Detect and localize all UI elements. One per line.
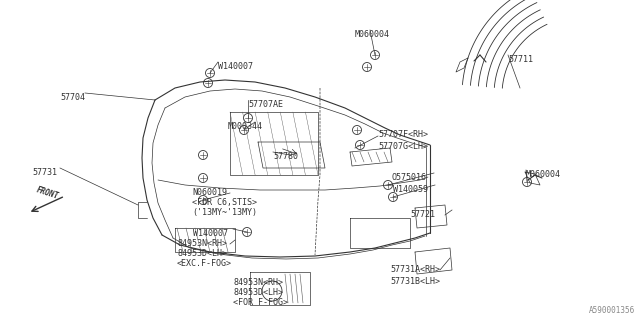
Text: 57780: 57780: [273, 152, 298, 161]
Text: 57731B<LH>: 57731B<LH>: [390, 277, 440, 286]
Text: <FOR F-FOG>: <FOR F-FOG>: [233, 298, 288, 307]
Text: 57731A<RH>: 57731A<RH>: [390, 265, 440, 274]
Text: A590001356: A590001356: [589, 306, 635, 315]
Text: FRONT: FRONT: [36, 185, 60, 201]
Text: M060004: M060004: [526, 170, 561, 179]
Text: 84953D<LH>: 84953D<LH>: [177, 249, 227, 258]
Text: W140007: W140007: [218, 62, 253, 71]
Text: 57707AE: 57707AE: [248, 100, 283, 109]
Text: 57711: 57711: [508, 55, 533, 64]
Text: ('13MY~'13MY): ('13MY~'13MY): [192, 208, 257, 217]
Text: 57704: 57704: [60, 93, 85, 102]
Text: 84953D<LH>: 84953D<LH>: [233, 288, 283, 297]
Text: 84953N<RH>: 84953N<RH>: [177, 239, 227, 248]
Text: 57731: 57731: [32, 168, 57, 177]
Text: W140007: W140007: [193, 229, 228, 238]
Text: 57707G<LH>: 57707G<LH>: [378, 142, 428, 151]
Text: <EXC.F-FOG>: <EXC.F-FOG>: [177, 259, 232, 268]
Text: M000344: M000344: [228, 122, 263, 131]
Text: O575016: O575016: [392, 173, 427, 182]
Text: 84953N<RH>: 84953N<RH>: [233, 278, 283, 287]
Text: 57707F<RH>: 57707F<RH>: [378, 130, 428, 139]
Text: <FOR C6,STIS>: <FOR C6,STIS>: [192, 198, 257, 207]
Text: 57721: 57721: [410, 210, 435, 219]
Text: N060019: N060019: [192, 188, 227, 197]
Text: W140059: W140059: [393, 185, 428, 194]
Text: M060004: M060004: [355, 30, 390, 39]
